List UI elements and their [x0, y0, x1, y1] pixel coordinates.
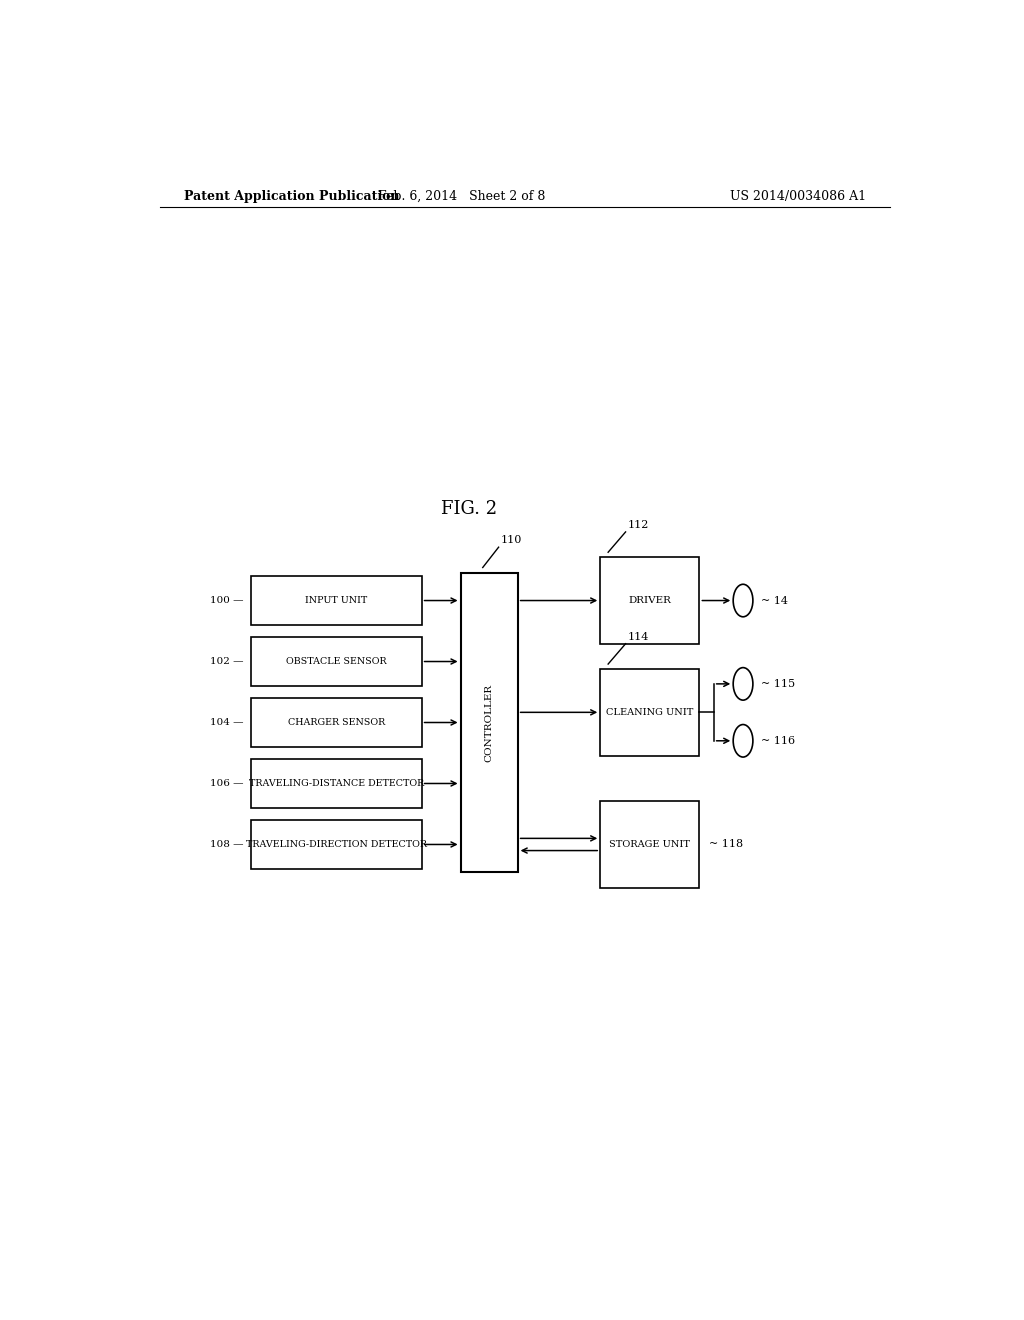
- Bar: [251, 638, 422, 686]
- Text: CHARGER SENSOR: CHARGER SENSOR: [288, 718, 385, 727]
- Text: ~ 115: ~ 115: [761, 678, 795, 689]
- Text: 114: 114: [627, 632, 648, 642]
- Bar: [251, 820, 422, 869]
- Text: 112: 112: [627, 520, 648, 529]
- Text: Feb. 6, 2014   Sheet 2 of 8: Feb. 6, 2014 Sheet 2 of 8: [378, 190, 545, 202]
- Text: Patent Application Publication: Patent Application Publication: [183, 190, 399, 202]
- Text: CONTROLLER: CONTROLLER: [484, 684, 494, 762]
- Text: CLEANING UNIT: CLEANING UNIT: [606, 708, 693, 717]
- Bar: [461, 573, 518, 873]
- Text: 108 —: 108 —: [210, 840, 243, 849]
- Ellipse shape: [733, 668, 753, 700]
- Text: STORAGE UNIT: STORAGE UNIT: [609, 840, 690, 849]
- Bar: [251, 576, 422, 624]
- Text: ~ 118: ~ 118: [709, 840, 743, 850]
- Bar: [600, 557, 699, 644]
- Text: OBSTACLE SENSOR: OBSTACLE SENSOR: [286, 657, 387, 667]
- Text: DRIVER: DRIVER: [629, 597, 671, 605]
- Text: TRAVELING-DIRECTION DETECTOR: TRAVELING-DIRECTION DETECTOR: [246, 840, 427, 849]
- Bar: [251, 698, 422, 747]
- Text: 106 —: 106 —: [210, 779, 243, 788]
- Bar: [600, 669, 699, 755]
- Ellipse shape: [733, 585, 753, 616]
- Ellipse shape: [733, 725, 753, 758]
- Text: FIG. 2: FIG. 2: [441, 500, 498, 517]
- Text: US 2014/0034086 A1: US 2014/0034086 A1: [730, 190, 866, 202]
- Text: 110: 110: [500, 535, 521, 545]
- Bar: [600, 801, 699, 887]
- Text: ~ 14: ~ 14: [761, 595, 787, 606]
- Text: ~ 116: ~ 116: [761, 735, 795, 746]
- Text: INPUT UNIT: INPUT UNIT: [305, 597, 368, 605]
- Bar: [251, 759, 422, 808]
- Text: 102 —: 102 —: [210, 657, 243, 667]
- Text: 100 —: 100 —: [210, 597, 243, 605]
- Text: TRAVELING-DISTANCE DETECTOR: TRAVELING-DISTANCE DETECTOR: [249, 779, 424, 788]
- Text: 104 —: 104 —: [210, 718, 243, 727]
